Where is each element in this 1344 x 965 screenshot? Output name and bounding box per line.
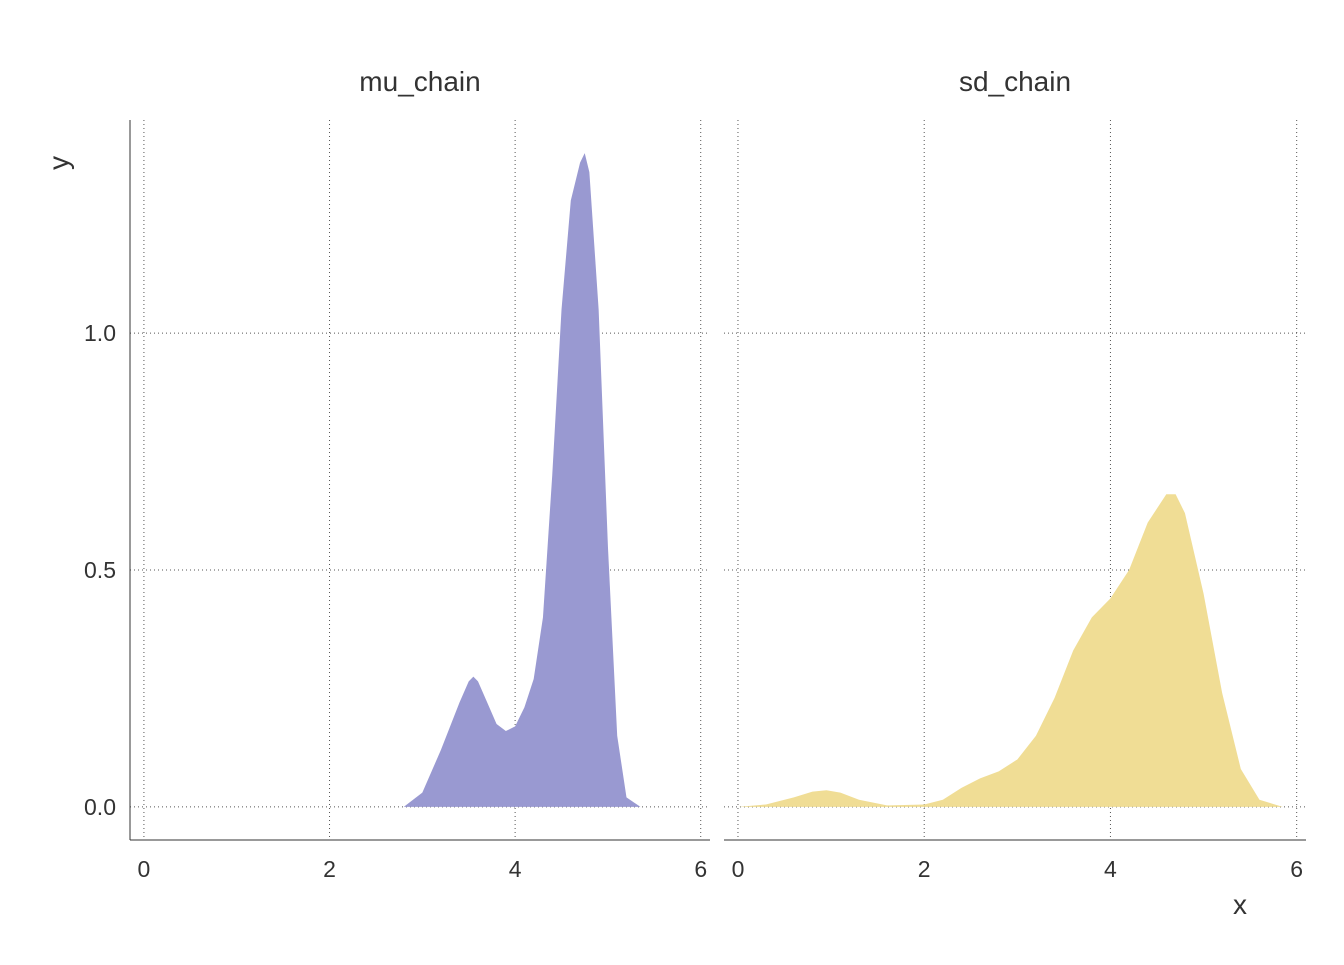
density-area-mu_chain — [403, 153, 641, 807]
density-area-sd_chain — [737, 494, 1283, 807]
x-tick-label: 4 — [509, 856, 522, 882]
panel-sd_chain: sd_chain 0 2 4 6 — [724, 66, 1306, 882]
y-tick-label: 1.0 — [84, 320, 116, 346]
x-tick-label: 2 — [323, 856, 336, 882]
x-tick-label: 2 — [918, 856, 931, 882]
y-tick-label: 0.0 — [84, 794, 116, 820]
x-tick-label: 0 — [732, 856, 745, 882]
x-tick-label: 6 — [1290, 856, 1303, 882]
y-axis-label: y — [43, 156, 74, 170]
x-tick-label: 4 — [1104, 856, 1117, 882]
panel-mu_chain: mu_chain 0 2 4 6 0.0 0.5 1.0 — [84, 66, 710, 882]
x-tick-label: 0 — [138, 856, 151, 882]
y-tick-label: 0.5 — [84, 557, 116, 583]
panel-title: sd_chain — [959, 66, 1071, 97]
x-tick-label: 6 — [694, 856, 707, 882]
x-axis-label: x — [1233, 889, 1247, 920]
panel-title: mu_chain — [359, 66, 480, 97]
